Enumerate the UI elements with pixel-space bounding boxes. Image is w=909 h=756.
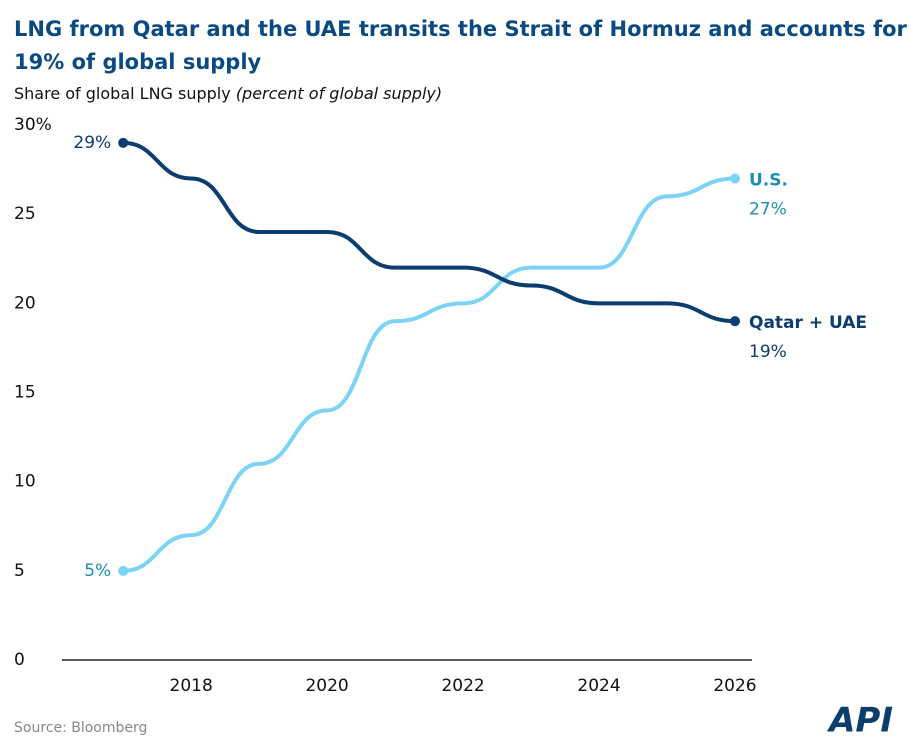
y-tick-label: 0 — [14, 650, 25, 670]
value-label: 5% — [84, 561, 111, 581]
chart-subtitle: Share of global LNG supply (percent of g… — [14, 84, 442, 103]
y-tick-label: 30% — [14, 115, 52, 135]
x-tick-label: 2020 — [305, 676, 348, 696]
subtitle: Share of global LNG supply — [14, 84, 231, 103]
end-marker — [118, 565, 129, 576]
value-label: 27% — [749, 200, 787, 220]
series-line — [123, 140, 736, 324]
x-tick-label: 2018 — [170, 676, 213, 696]
series-line — [123, 176, 736, 573]
series-label: Qatar + UAE — [749, 313, 867, 333]
value-label: 29% — [73, 133, 111, 153]
y-tick-label: 15 — [14, 383, 36, 403]
x-tick-label: 2024 — [577, 676, 620, 696]
subtitle-note: (percent of global supply) — [236, 84, 442, 103]
end-marker — [730, 316, 741, 327]
value-label: 19% — [749, 342, 787, 362]
end-marker — [730, 173, 741, 184]
y-tick-label: 25 — [14, 204, 36, 224]
y-tick-label: 5 — [14, 561, 25, 581]
series-label: U.S. — [749, 171, 788, 191]
chart-title: LNG from Qatar and the UAE transits the … — [14, 17, 908, 74]
logo: API — [826, 701, 893, 741]
end-marker — [118, 137, 129, 148]
x-tick-label: 2022 — [441, 676, 484, 696]
y-tick-label: 20 — [14, 293, 36, 313]
source: Source: Bloomberg — [14, 720, 147, 736]
x-tick-label: 2026 — [713, 676, 756, 696]
y-tick-label: 10 — [14, 472, 36, 492]
